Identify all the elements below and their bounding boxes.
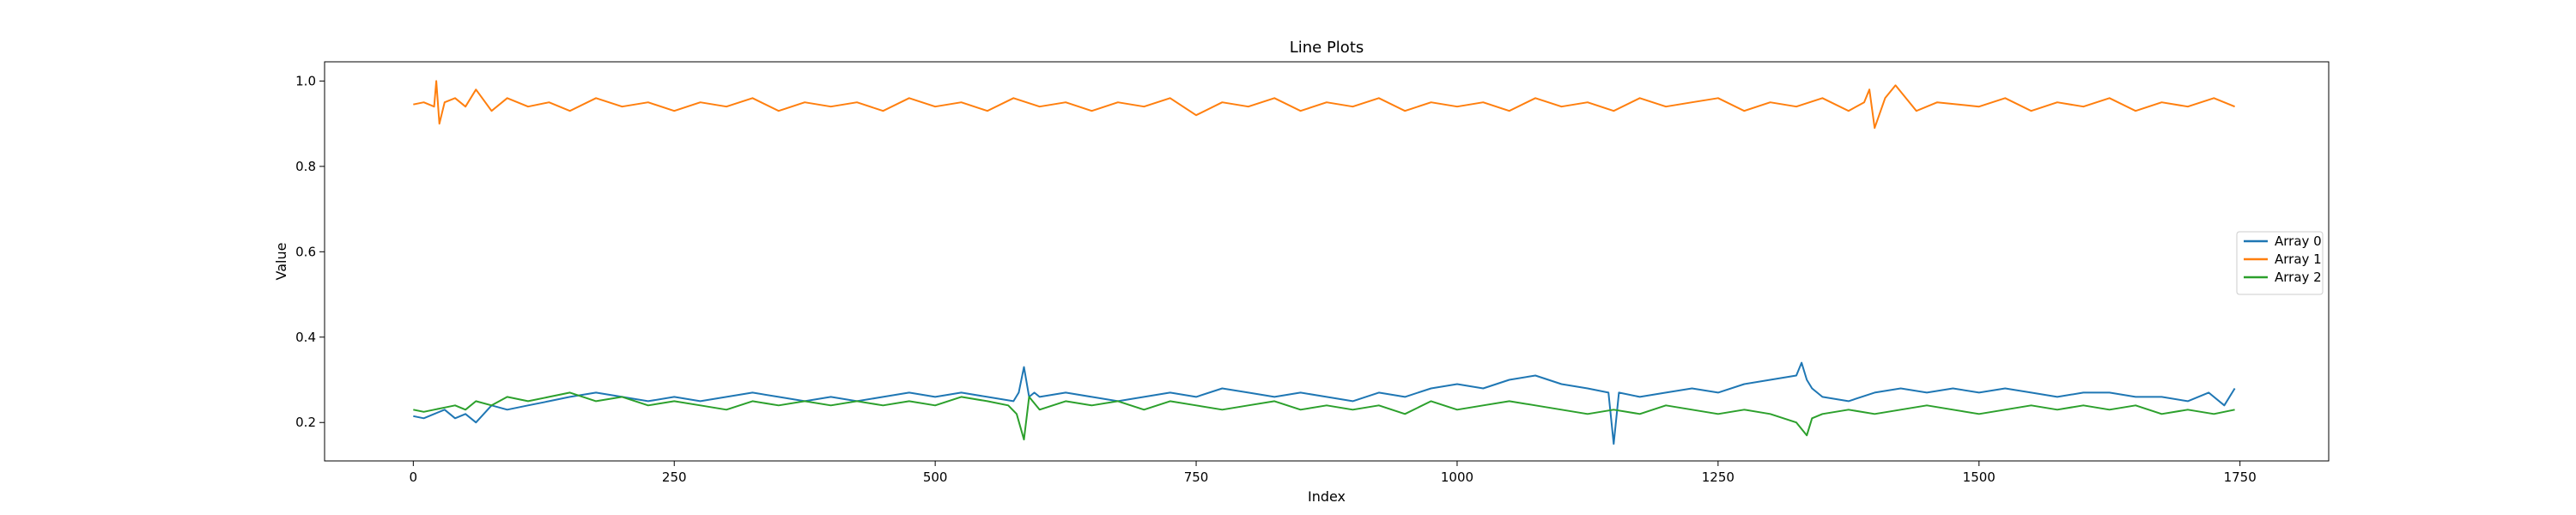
legend: Array 0 Array 1 Array 2 [2236,231,2324,295]
series-line-1 [413,80,2235,130]
axes-frame [324,61,2330,462]
legend-entry: Array 2 [2275,270,2322,285]
plot-area [413,80,2236,445]
legend-box [2236,231,2324,295]
series-line-2 [413,391,2235,441]
legend-entry: Array 1 [2275,251,2322,267]
y-tick-label: 0.2 [295,415,316,430]
x-tick-label: 1250 [1702,470,1735,485]
x-tick-label: 1750 [2224,470,2257,485]
x-tick-label: 1000 [1441,470,1473,485]
y-axis-label: Value [273,243,289,281]
x-tick-label: 250 [662,470,687,485]
x-axis-label: Index [1308,488,1346,505]
series-line-0 [413,361,2236,445]
chart-title: Line Plots [1290,39,1364,57]
x-tick-label: 500 [923,470,948,485]
y-tick-label: 1.0 [295,73,316,88]
x-tick-label: 0 [410,470,418,485]
y-tick-label: 0.8 [295,159,316,174]
y-tick-label: 0.6 [295,244,316,259]
x-tick-label: 750 [1184,470,1209,485]
y-tick-label: 0.4 [295,330,316,345]
legend-entry: Array 0 [2275,233,2322,249]
x-axis: 0 250 500 750 1000 1250 1500 1750 [410,461,2257,485]
y-axis: 0.2 0.4 0.6 0.8 1.0 [295,73,325,430]
x-tick-label: 1500 [1963,470,1996,485]
